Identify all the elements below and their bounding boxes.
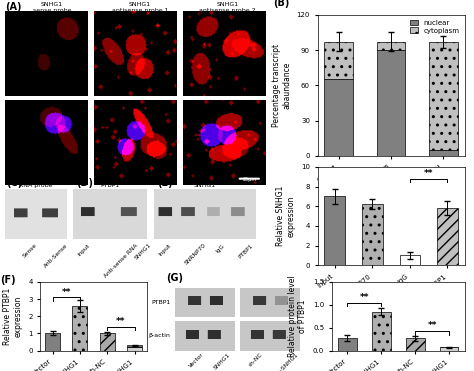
Text: SNHG1
sense probe: SNHG1 sense probe	[33, 2, 71, 13]
Bar	[377, 42, 405, 50]
Bar	[338, 338, 356, 351]
Legend: nuclear, cytoplasm: nuclear, cytoplasm	[409, 18, 461, 35]
Bar	[406, 338, 425, 351]
Text: sh-NC: sh-NC	[247, 352, 264, 368]
Bar	[372, 312, 391, 351]
Text: Anti-sense RNA: Anti-sense RNA	[103, 243, 138, 279]
Y-axis label: Relative PTBP1
expression: Relative PTBP1 expression	[3, 288, 23, 345]
Text: Input: Input	[158, 243, 173, 257]
Text: (C): (C)	[7, 178, 23, 188]
Bar	[429, 42, 458, 150]
Text: SNHG1: SNHG1	[194, 183, 216, 188]
Y-axis label: Relative protein level
of PTBP1: Relative protein level of PTBP1	[288, 275, 307, 357]
Text: **: **	[62, 288, 71, 296]
Bar	[324, 197, 345, 265]
Y-axis label: Relative SNHG1
expression: Relative SNHG1 expression	[276, 186, 295, 246]
Bar	[324, 79, 353, 156]
Text: SNHG1
antisense probe 1: SNHG1 antisense probe 1	[111, 2, 168, 13]
Text: PTBP1: PTBP1	[100, 183, 120, 188]
Text: sh-SNHG1: sh-SNHG1	[275, 352, 300, 371]
Text: **: **	[116, 317, 126, 326]
Text: input: input	[77, 243, 91, 257]
Text: **: **	[428, 321, 437, 331]
Bar	[400, 255, 420, 265]
Text: RNA probe: RNA probe	[19, 183, 52, 188]
Bar	[440, 347, 458, 351]
Text: (E): (E)	[157, 178, 173, 188]
Text: **: **	[424, 169, 433, 178]
Bar	[429, 150, 458, 156]
Text: PTBP1: PTBP1	[237, 243, 254, 259]
Text: SNRNP70: SNRNP70	[183, 243, 207, 266]
Bar	[324, 42, 353, 79]
Y-axis label: Percentage transcript
abaundance: Percentage transcript abaundance	[272, 44, 291, 127]
Bar	[100, 334, 115, 351]
Text: (A): (A)	[5, 2, 21, 12]
Text: 25μm: 25μm	[242, 177, 256, 182]
Bar	[73, 306, 88, 351]
Bar	[437, 208, 458, 265]
Bar	[127, 345, 142, 351]
Text: SNHG1: SNHG1	[213, 352, 231, 371]
Text: Sense: Sense	[22, 243, 38, 259]
Text: β-actin: β-actin	[149, 333, 171, 338]
Text: (B): (B)	[273, 0, 290, 8]
Text: (D): (D)	[76, 178, 93, 188]
Text: Vector: Vector	[188, 352, 205, 369]
Text: SNHG1
antisense probe 2: SNHG1 antisense probe 2	[200, 2, 256, 13]
Text: (F): (F)	[0, 275, 15, 285]
Text: **: **	[359, 293, 369, 302]
Text: SNHG1: SNHG1	[134, 243, 152, 261]
Bar	[45, 334, 60, 351]
Bar	[362, 204, 383, 265]
Text: (G): (G)	[166, 273, 183, 283]
Text: Anti-Sense: Anti-Sense	[43, 243, 69, 269]
Text: IgG: IgG	[215, 243, 226, 253]
Bar	[377, 50, 405, 156]
Text: PTBP1: PTBP1	[151, 300, 171, 305]
